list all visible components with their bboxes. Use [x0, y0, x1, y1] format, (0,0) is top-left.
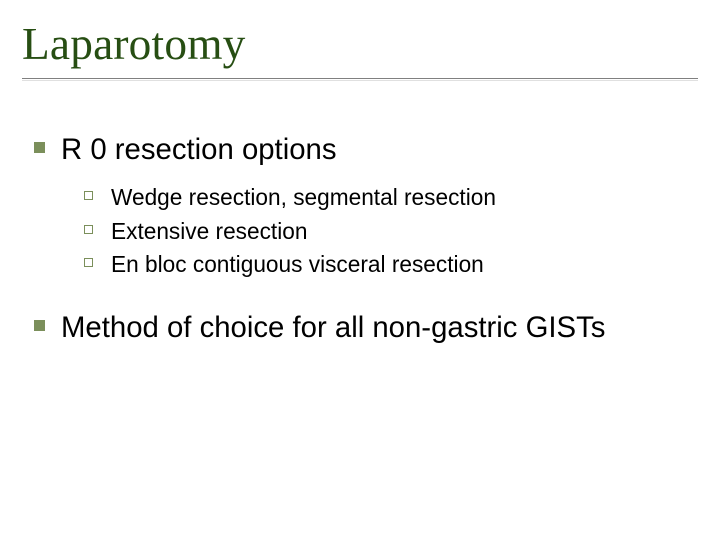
- list-item-text: Method of choice for all non-gastric GIS…: [61, 310, 605, 345]
- list-item-text: Extensive resection: [111, 217, 307, 246]
- slide: Laparotomy R 0 resection options Wedge r…: [0, 0, 720, 540]
- list-item: R 0 resection options: [34, 132, 698, 167]
- list-item: Wedge resection, segmental resection: [84, 183, 698, 212]
- slide-title: Laparotomy: [22, 18, 698, 76]
- bullet-outline-square-icon: [84, 191, 93, 200]
- list-item-text: En bloc contiguous visceral resection: [111, 250, 484, 279]
- title-underline: [22, 78, 698, 80]
- slide-content: R 0 resection options Wedge resection, s…: [22, 132, 698, 345]
- bullet-filled-square-icon: [34, 320, 45, 331]
- bullet-outline-square-icon: [84, 258, 93, 267]
- sub-list: Wedge resection, segmental resection Ext…: [84, 183, 698, 279]
- list-item: Extensive resection: [84, 217, 698, 246]
- list-item: Method of choice for all non-gastric GIS…: [34, 310, 698, 345]
- bullet-filled-square-icon: [34, 142, 45, 153]
- bullet-outline-square-icon: [84, 225, 93, 234]
- list-item: En bloc contiguous visceral resection: [84, 250, 698, 279]
- list-item-text: Wedge resection, segmental resection: [111, 183, 496, 212]
- list-item-text: R 0 resection options: [61, 132, 337, 167]
